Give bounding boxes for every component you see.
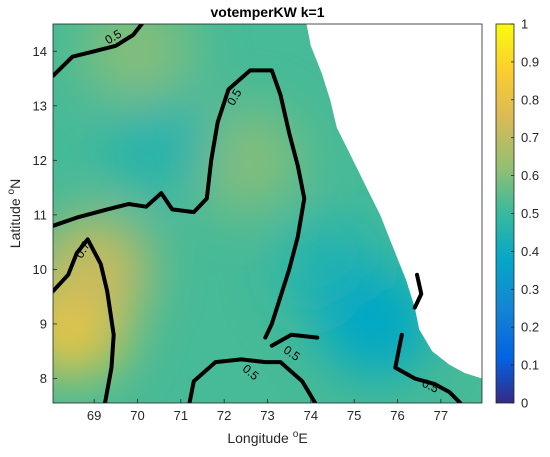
y-axis: 8 9 10 11 12 13 14 [33, 44, 57, 386]
contour-line [412, 272, 424, 310]
x-axis: 69 70 71 72 73 74 75 76 77 [87, 399, 448, 423]
colorbar-tick-label: 0.8 [521, 92, 539, 107]
x-axis-label: Longitude oE [227, 429, 307, 446]
x-tick-label: 76 [390, 408, 404, 423]
colorbar-tick-label: 0.9 [521, 54, 539, 69]
y-tick-label: 8 [40, 371, 47, 386]
y-tick-label: 12 [33, 153, 47, 168]
x-tick-label: 70 [130, 408, 144, 423]
colorbar-tick-label: 1 [521, 17, 528, 32]
field-sample [81, 24, 194, 105]
colorbar-ticks: 0 0.1 0.2 0.3 0.4 0.5 0.6 0.7 0.8 0.9 1 [511, 17, 539, 411]
x-tick-label: 73 [260, 408, 274, 423]
y-tick-label: 10 [33, 262, 47, 277]
contour-line [269, 332, 320, 348]
colorbar-tick-label: 0.3 [521, 282, 539, 297]
y-tick-label: 9 [40, 316, 47, 331]
colorbar-tick-label: 0.4 [521, 244, 539, 259]
y-tick-label: 13 [33, 98, 47, 113]
x-tick-label: 71 [174, 408, 188, 423]
x-tick-label: 72 [217, 408, 231, 423]
y-tick-label: 14 [33, 44, 47, 59]
contour-line [53, 24, 144, 78]
contour-line [393, 332, 463, 403]
field-sample [190, 107, 302, 214]
heatmap-field [53, 24, 432, 377]
colorbar-tick-label: 0.6 [521, 168, 539, 183]
colorbar: 0 0.1 0.2 0.3 0.4 0.5 0.6 0.7 0.8 0.9 1 [495, 17, 539, 411]
chart-title: votemperKW k=1 [211, 4, 325, 20]
x-tick-label: 75 [347, 408, 361, 423]
contour-line [53, 68, 307, 340]
x-tick-label: 74 [304, 408, 318, 423]
contour-line [187, 357, 318, 403]
colorbar-tick-label: 0 [521, 396, 528, 411]
y-axis-label: Latitude oN [6, 179, 23, 248]
land-mask [306, 24, 482, 379]
colorbar-tick-label: 0.5 [521, 206, 539, 221]
field-sample [320, 270, 432, 377]
contour-label: 0.5 [420, 376, 441, 396]
contour-line [53, 237, 116, 403]
y-tick-label: 11 [34, 207, 48, 222]
x-tick-label: 69 [87, 408, 101, 423]
colorbar-tick-label: 0.1 [521, 358, 539, 373]
colorbar-tick-label: 0.2 [521, 320, 539, 335]
contour-lines: 0.50.50.50.50.70.5 [53, 24, 463, 403]
x-tick-label: 77 [434, 408, 448, 423]
colorbar-tick-label: 0.7 [521, 130, 539, 145]
field-sample [103, 90, 215, 198]
plot-area: 0.50.50.50.50.70.5 [53, 24, 482, 403]
